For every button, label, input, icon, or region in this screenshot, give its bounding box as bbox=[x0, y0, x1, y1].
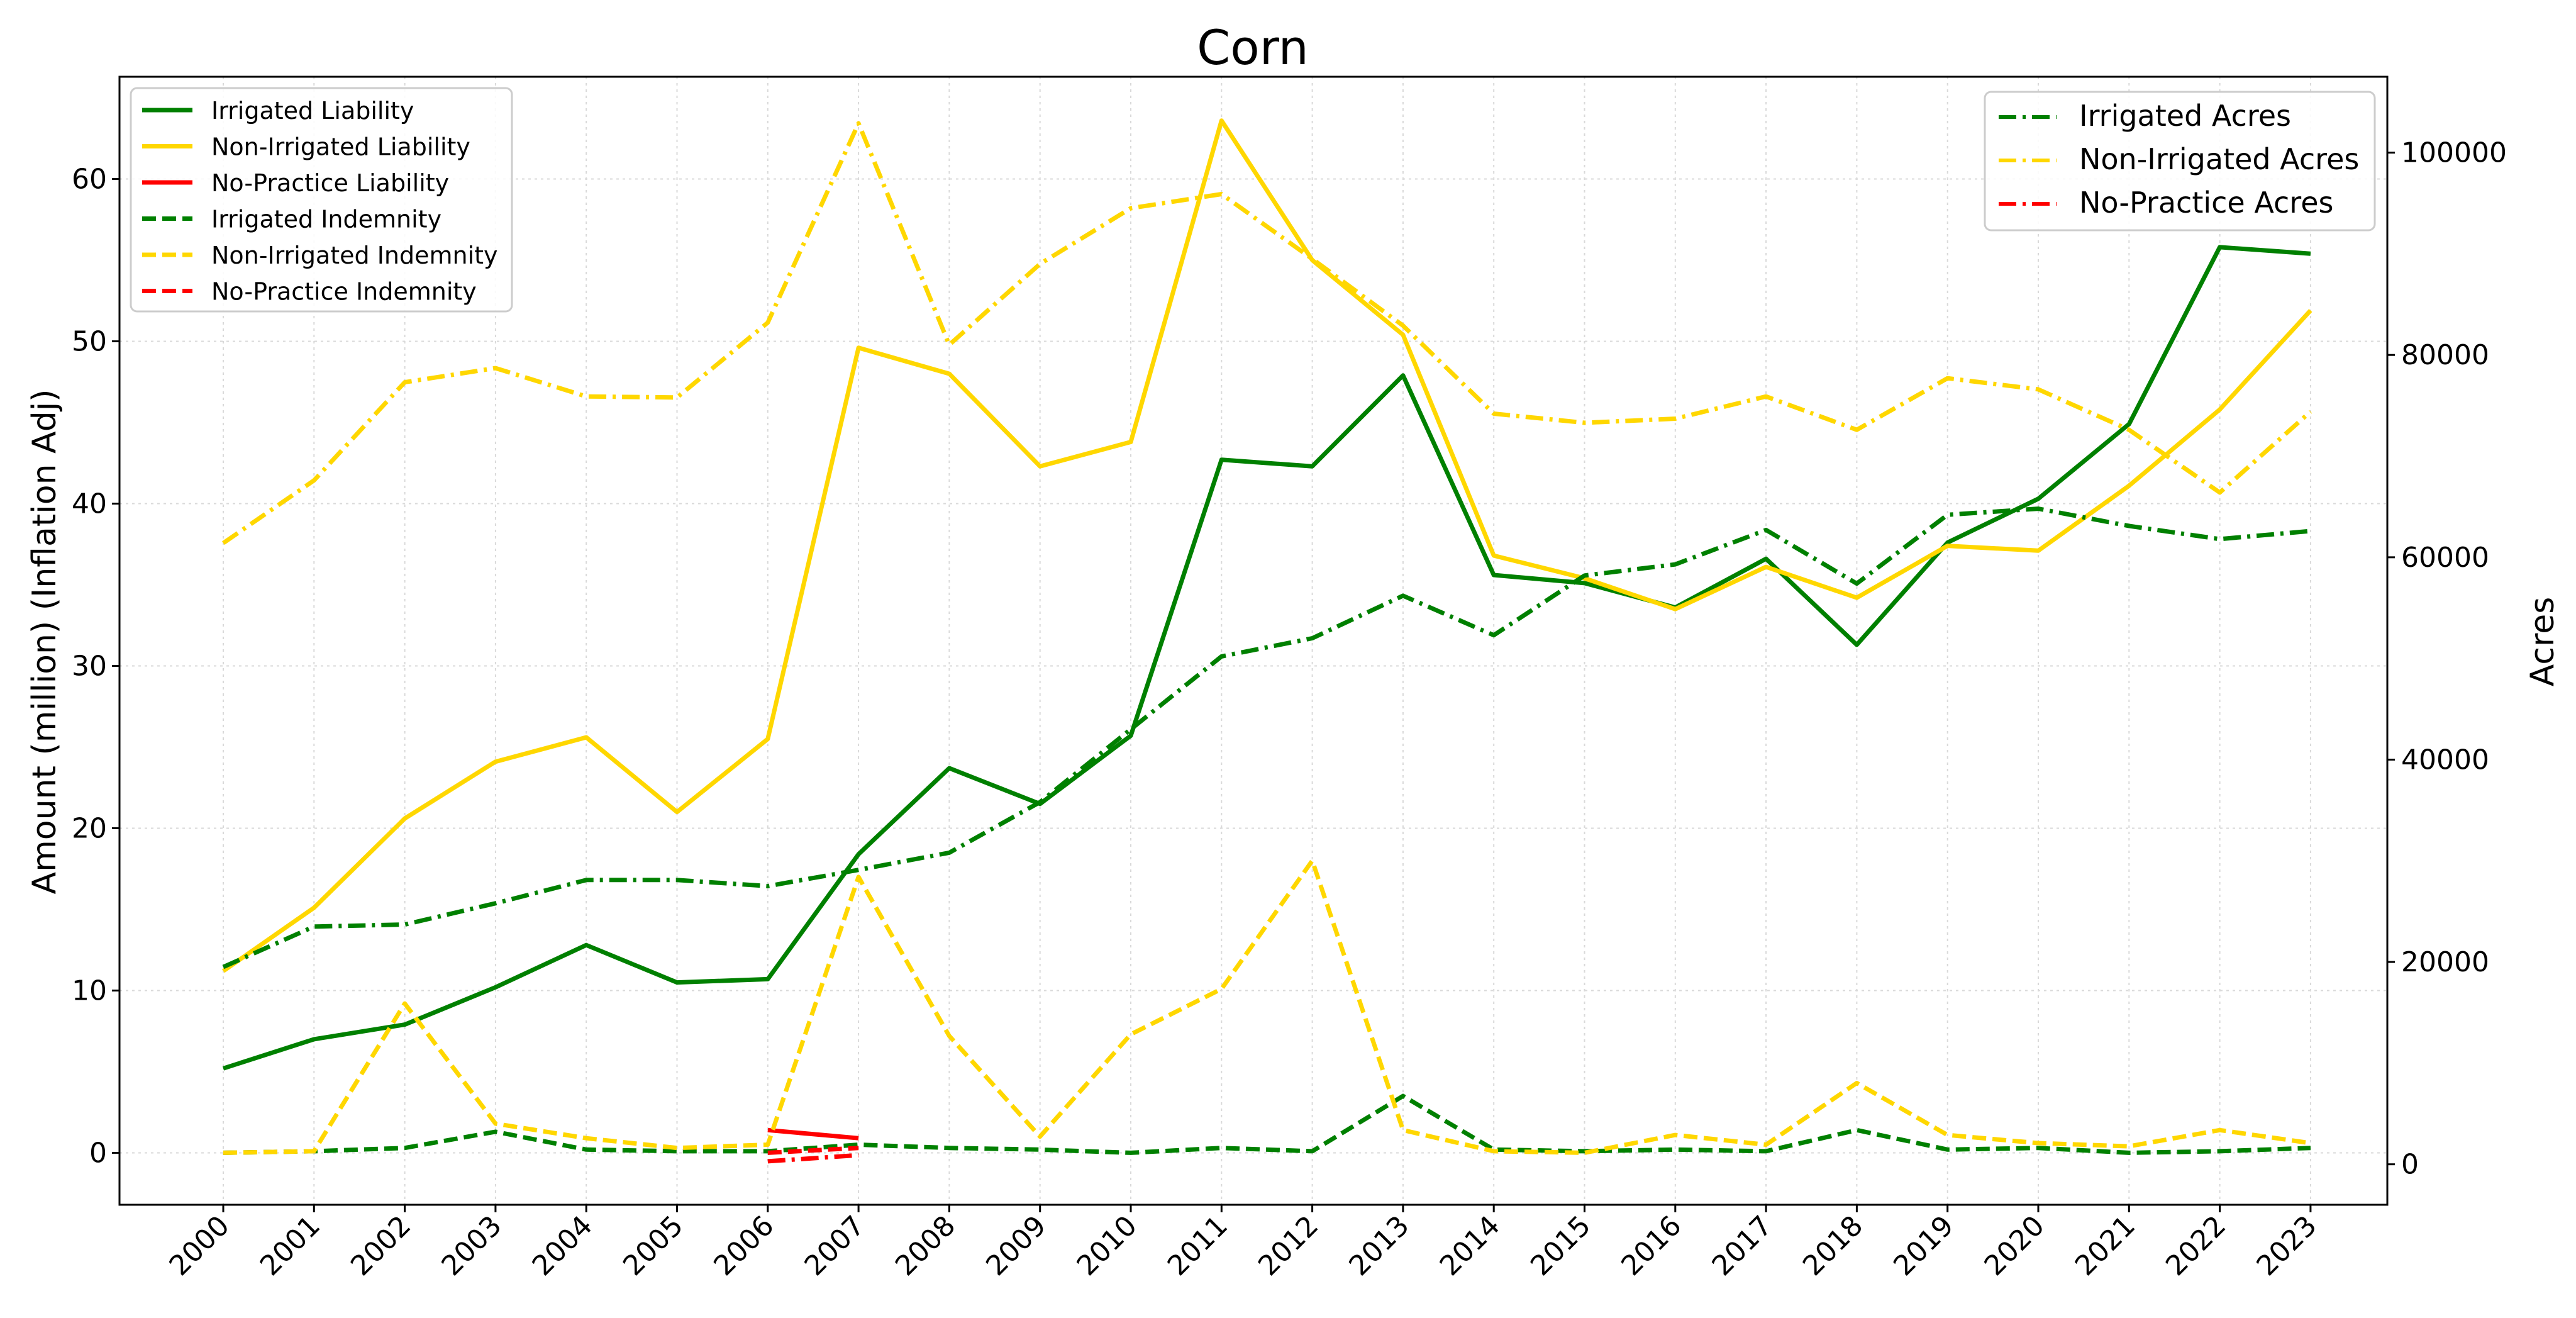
y2-tick-label: 100000 bbox=[2401, 137, 2507, 169]
series-line-irrigated-liability bbox=[222, 245, 2311, 1071]
legend-label-non-irrigated-acres: Non-Irrigated Acres bbox=[2079, 142, 2359, 176]
series-line-no-practice-indemnity bbox=[767, 1146, 859, 1155]
y-tick-label: 10 bbox=[72, 975, 107, 1007]
y-tick-label: 60 bbox=[72, 164, 107, 196]
y-tick-label: 0 bbox=[89, 1137, 107, 1169]
y-axis-right-label: Acres bbox=[2524, 597, 2562, 687]
chart-title: Corn bbox=[1197, 20, 1309, 75]
y-tick-label: 50 bbox=[72, 326, 107, 358]
plot-lines bbox=[221, 118, 2312, 1164]
y2-tick-label: 80000 bbox=[2401, 339, 2489, 371]
legend-label-no-practice-acres: No-Practice Acres bbox=[2079, 186, 2333, 220]
series-line-non-irrigated-liability bbox=[221, 118, 2312, 973]
y2-tick-label: 20000 bbox=[2401, 946, 2489, 978]
y-axis-left-label: Amount (million) (Inflation Adj) bbox=[26, 389, 64, 895]
plot-frame bbox=[118, 75, 2389, 1206]
legend-label-no-practice-indemnity: No-Practice Indemnity bbox=[211, 278, 477, 306]
legend-label-irrigated-liability: Irrigated Liability bbox=[211, 97, 414, 125]
series-line-irrigated-acres bbox=[222, 506, 2311, 969]
legend-left: Irrigated Liability Non-Irrigated Liabili… bbox=[130, 87, 513, 313]
y-tick-label: 40 bbox=[72, 488, 107, 520]
y-axis-right: 0 20000 40000 60000 80000 100000 bbox=[2387, 137, 2507, 1181]
y-tick-label: 30 bbox=[72, 650, 107, 682]
series-line-no-practice-acres bbox=[767, 1153, 859, 1164]
series-line-no-practice-liability bbox=[767, 1127, 859, 1141]
y2-tick-label: 0 bbox=[2401, 1149, 2419, 1181]
y2-tick-label: 60000 bbox=[2401, 542, 2489, 574]
series-line-non-irrigated-acres bbox=[222, 121, 2312, 545]
legend-label-non-irrigated-indemnity: Non-Irrigated Indemnity bbox=[211, 242, 498, 269]
legend-right-box bbox=[1984, 91, 2376, 232]
legend-right: Irrigated Acres Non-Irrigated Acres No-Pra… bbox=[1984, 91, 2376, 232]
gridlines bbox=[119, 77, 2387, 1205]
series-line-irrigated-indemnity bbox=[223, 1093, 2311, 1155]
y-tick-label: 20 bbox=[72, 812, 107, 844]
y-axis-left: 0 10 20 30 40 50 60 bbox=[72, 164, 119, 1169]
legend-label-non-irrigated-liability: Non-Irrigated Liability bbox=[211, 133, 470, 161]
legend-label-no-practice-liability: No-Practice Liability bbox=[211, 169, 449, 197]
legend-label-irrigated-indemnity: Irrigated Indemnity bbox=[211, 206, 441, 233]
legend-left-box bbox=[130, 87, 513, 313]
y2-tick-label: 40000 bbox=[2401, 744, 2489, 776]
series-line-non-irrigated-indemnity bbox=[223, 858, 2311, 1155]
legend-label-irrigated-acres: Irrigated Acres bbox=[2079, 99, 2291, 133]
